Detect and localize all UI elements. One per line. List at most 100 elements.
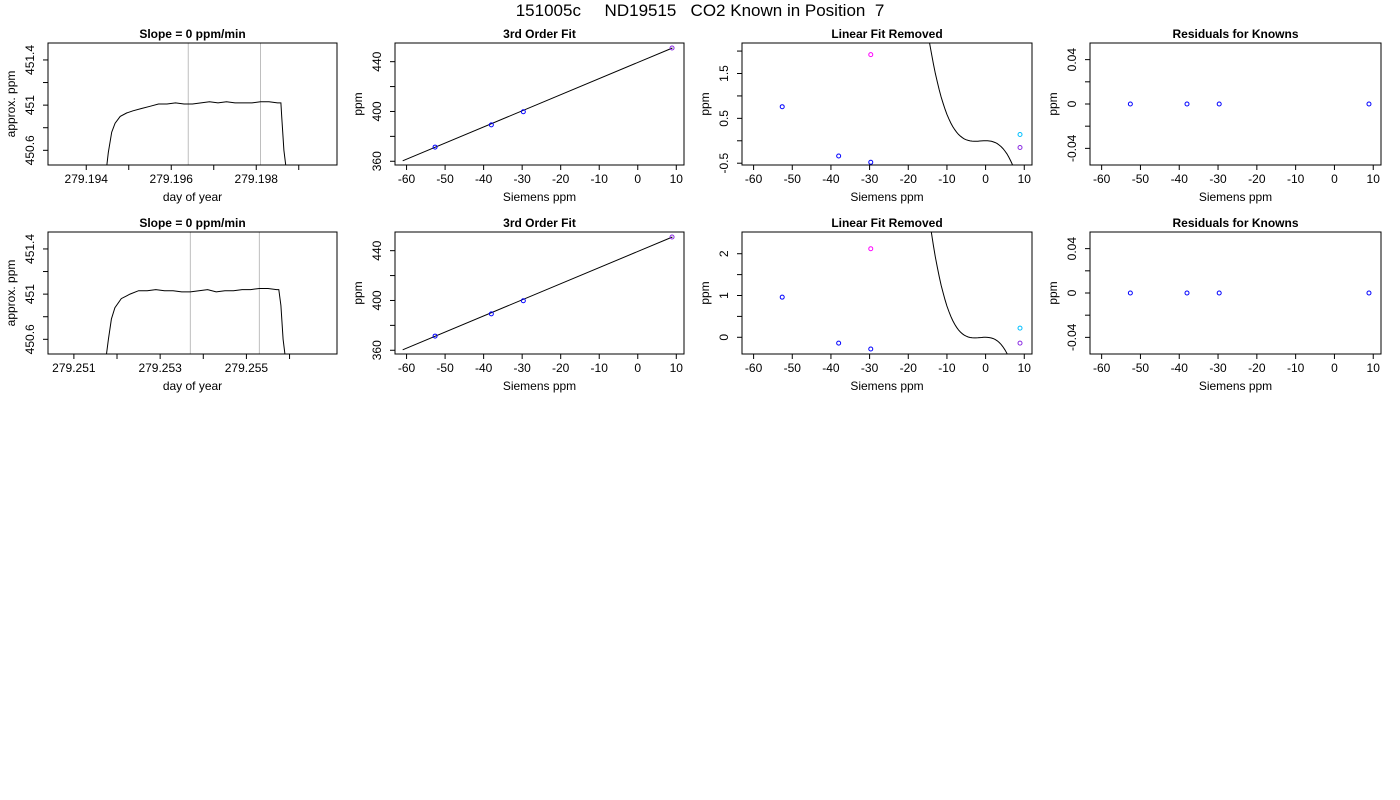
x-axis-label: Siemens ppm bbox=[503, 190, 576, 204]
panel-r2-trace: Slope = 0 ppm/min day of year approx. ppm 2… bbox=[4, 216, 338, 393]
x-tick-label: 10 bbox=[670, 361, 684, 375]
data-point bbox=[1216, 290, 1222, 296]
data-point bbox=[868, 246, 874, 252]
x-axis-label: day of year bbox=[163, 379, 222, 393]
x-tick-label: -10 bbox=[1287, 361, 1305, 375]
x-tick-label: -50 bbox=[436, 361, 454, 375]
panel-title: 3rd Order Fit bbox=[503, 27, 576, 41]
data-point bbox=[1216, 101, 1222, 107]
x-tick-label: -50 bbox=[436, 172, 454, 186]
data-point bbox=[1017, 340, 1023, 346]
x-tick-label: -10 bbox=[938, 361, 956, 375]
data-point bbox=[488, 311, 494, 317]
panel-title: Linear Fit Removed bbox=[831, 27, 942, 41]
y-tick-label: -0.04 bbox=[1065, 134, 1079, 162]
panel-title: Linear Fit Removed bbox=[831, 216, 942, 230]
x-tick-label: 10 bbox=[670, 172, 684, 186]
x-tick-label: 0 bbox=[634, 172, 641, 186]
x-tick-label: -30 bbox=[1209, 172, 1227, 186]
panel-title: 3rd Order Fit bbox=[503, 216, 576, 230]
y-tick-label: 1.5 bbox=[717, 65, 731, 82]
y-axis-label: ppm bbox=[698, 281, 712, 304]
x-tick-label: -20 bbox=[1248, 172, 1266, 186]
data-point bbox=[432, 333, 438, 339]
panel-r1-fit: 3rd Order Fit Siemens ppm ppm -60 -50 -40 -30 -… bbox=[351, 27, 685, 204]
fit-curve bbox=[929, 43, 1014, 165]
panel-r1-trace: Slope = 0 ppm/min day of year approx. ppm 2… bbox=[4, 27, 338, 204]
x-tick-label: 0 bbox=[1331, 172, 1338, 186]
x-tick-label: -50 bbox=[784, 361, 802, 375]
x-tick-label: 279.255 bbox=[225, 361, 269, 375]
data-point bbox=[432, 144, 438, 150]
data-point bbox=[779, 104, 785, 110]
fit-line bbox=[402, 47, 673, 162]
x-tick-label: 279.198 bbox=[235, 172, 279, 186]
y-tick-label: 360 bbox=[370, 340, 384, 360]
y-axis-label: approx. ppm bbox=[4, 71, 18, 138]
plot-frame bbox=[741, 42, 1033, 166]
y-tick-label: 1 bbox=[717, 292, 731, 299]
data-point bbox=[1017, 145, 1023, 151]
x-tick-label: -10 bbox=[591, 361, 609, 375]
x-tick-label: -20 bbox=[552, 172, 570, 186]
data-point bbox=[1184, 101, 1190, 107]
x-axis-label: Siemens ppm bbox=[503, 379, 576, 393]
data-point bbox=[868, 346, 874, 352]
x-tick-label: -20 bbox=[552, 361, 570, 375]
x-axis-label: Siemens ppm bbox=[850, 379, 923, 393]
y-tick-label: 2 bbox=[717, 250, 731, 257]
plot-frame bbox=[394, 231, 685, 355]
x-tick-label: 10 bbox=[1018, 361, 1032, 375]
x-tick-label: -20 bbox=[1248, 361, 1266, 375]
data-point bbox=[488, 122, 494, 128]
x-axis-label: day of year bbox=[163, 190, 222, 204]
data-point bbox=[520, 109, 526, 115]
plot-frame bbox=[47, 231, 338, 355]
y-tick-label: 451.4 bbox=[23, 234, 37, 264]
fit-line bbox=[402, 236, 673, 351]
data-point bbox=[1127, 101, 1133, 107]
y-tick-label: 0.04 bbox=[1065, 237, 1079, 261]
x-tick-label: 279.196 bbox=[150, 172, 194, 186]
x-tick-label: -60 bbox=[398, 361, 416, 375]
x-tick-label: -40 bbox=[475, 361, 493, 375]
plot-area bbox=[105, 288, 286, 354]
y-tick-label: 440 bbox=[370, 51, 384, 71]
x-tick-label: 0 bbox=[1331, 361, 1338, 375]
x-tick-label: -10 bbox=[591, 172, 609, 186]
y-tick-label: 0 bbox=[1065, 100, 1079, 107]
panel-r2-fit: 3rd Order Fit Siemens ppm ppm -60 -50 -40 -30 -… bbox=[351, 216, 685, 393]
x-tick-label: -30 bbox=[861, 361, 879, 375]
x-tick-label: -50 bbox=[1132, 172, 1150, 186]
plot-frame bbox=[47, 42, 338, 166]
y-axis-label: approx. ppm bbox=[4, 260, 18, 327]
y-axis-label: ppm bbox=[1046, 92, 1060, 115]
x-tick-label: -30 bbox=[1209, 361, 1227, 375]
x-tick-label: -60 bbox=[1093, 361, 1111, 375]
panel-title: Slope = 0 ppm/min bbox=[139, 216, 245, 230]
x-tick-label: 279.253 bbox=[138, 361, 182, 375]
x-tick-label: 10 bbox=[1367, 172, 1381, 186]
y-tick-label: 400 bbox=[370, 290, 384, 310]
x-tick-label: -30 bbox=[861, 172, 879, 186]
x-tick-label: 10 bbox=[1367, 361, 1381, 375]
y-axis-label: ppm bbox=[698, 92, 712, 115]
x-tick-label: -60 bbox=[745, 172, 763, 186]
plot-frame bbox=[394, 42, 685, 166]
x-tick-label: -40 bbox=[1171, 172, 1189, 186]
x-tick-label: 0 bbox=[982, 361, 989, 375]
y-tick-label: -0.04 bbox=[1065, 323, 1079, 351]
panel-r1-res: Residuals for Knowns Siemens ppm ppm -60 -50… bbox=[1046, 27, 1382, 204]
data-point bbox=[669, 234, 675, 240]
panel-title: Residuals for Knowns bbox=[1172, 27, 1298, 41]
panel-title: Residuals for Knowns bbox=[1172, 216, 1298, 230]
y-tick-label: -0.5 bbox=[717, 153, 731, 174]
plot-area bbox=[402, 236, 673, 351]
y-tick-label: 0.5 bbox=[717, 110, 731, 127]
panel-r2-lin: Linear Fit Removed Siemens ppm ppm -60 -50 -4… bbox=[698, 216, 1033, 393]
fit-curve bbox=[930, 232, 1008, 354]
y-tick-label: 440 bbox=[370, 240, 384, 260]
plot-area bbox=[929, 43, 1014, 165]
data-point bbox=[1017, 132, 1023, 137]
